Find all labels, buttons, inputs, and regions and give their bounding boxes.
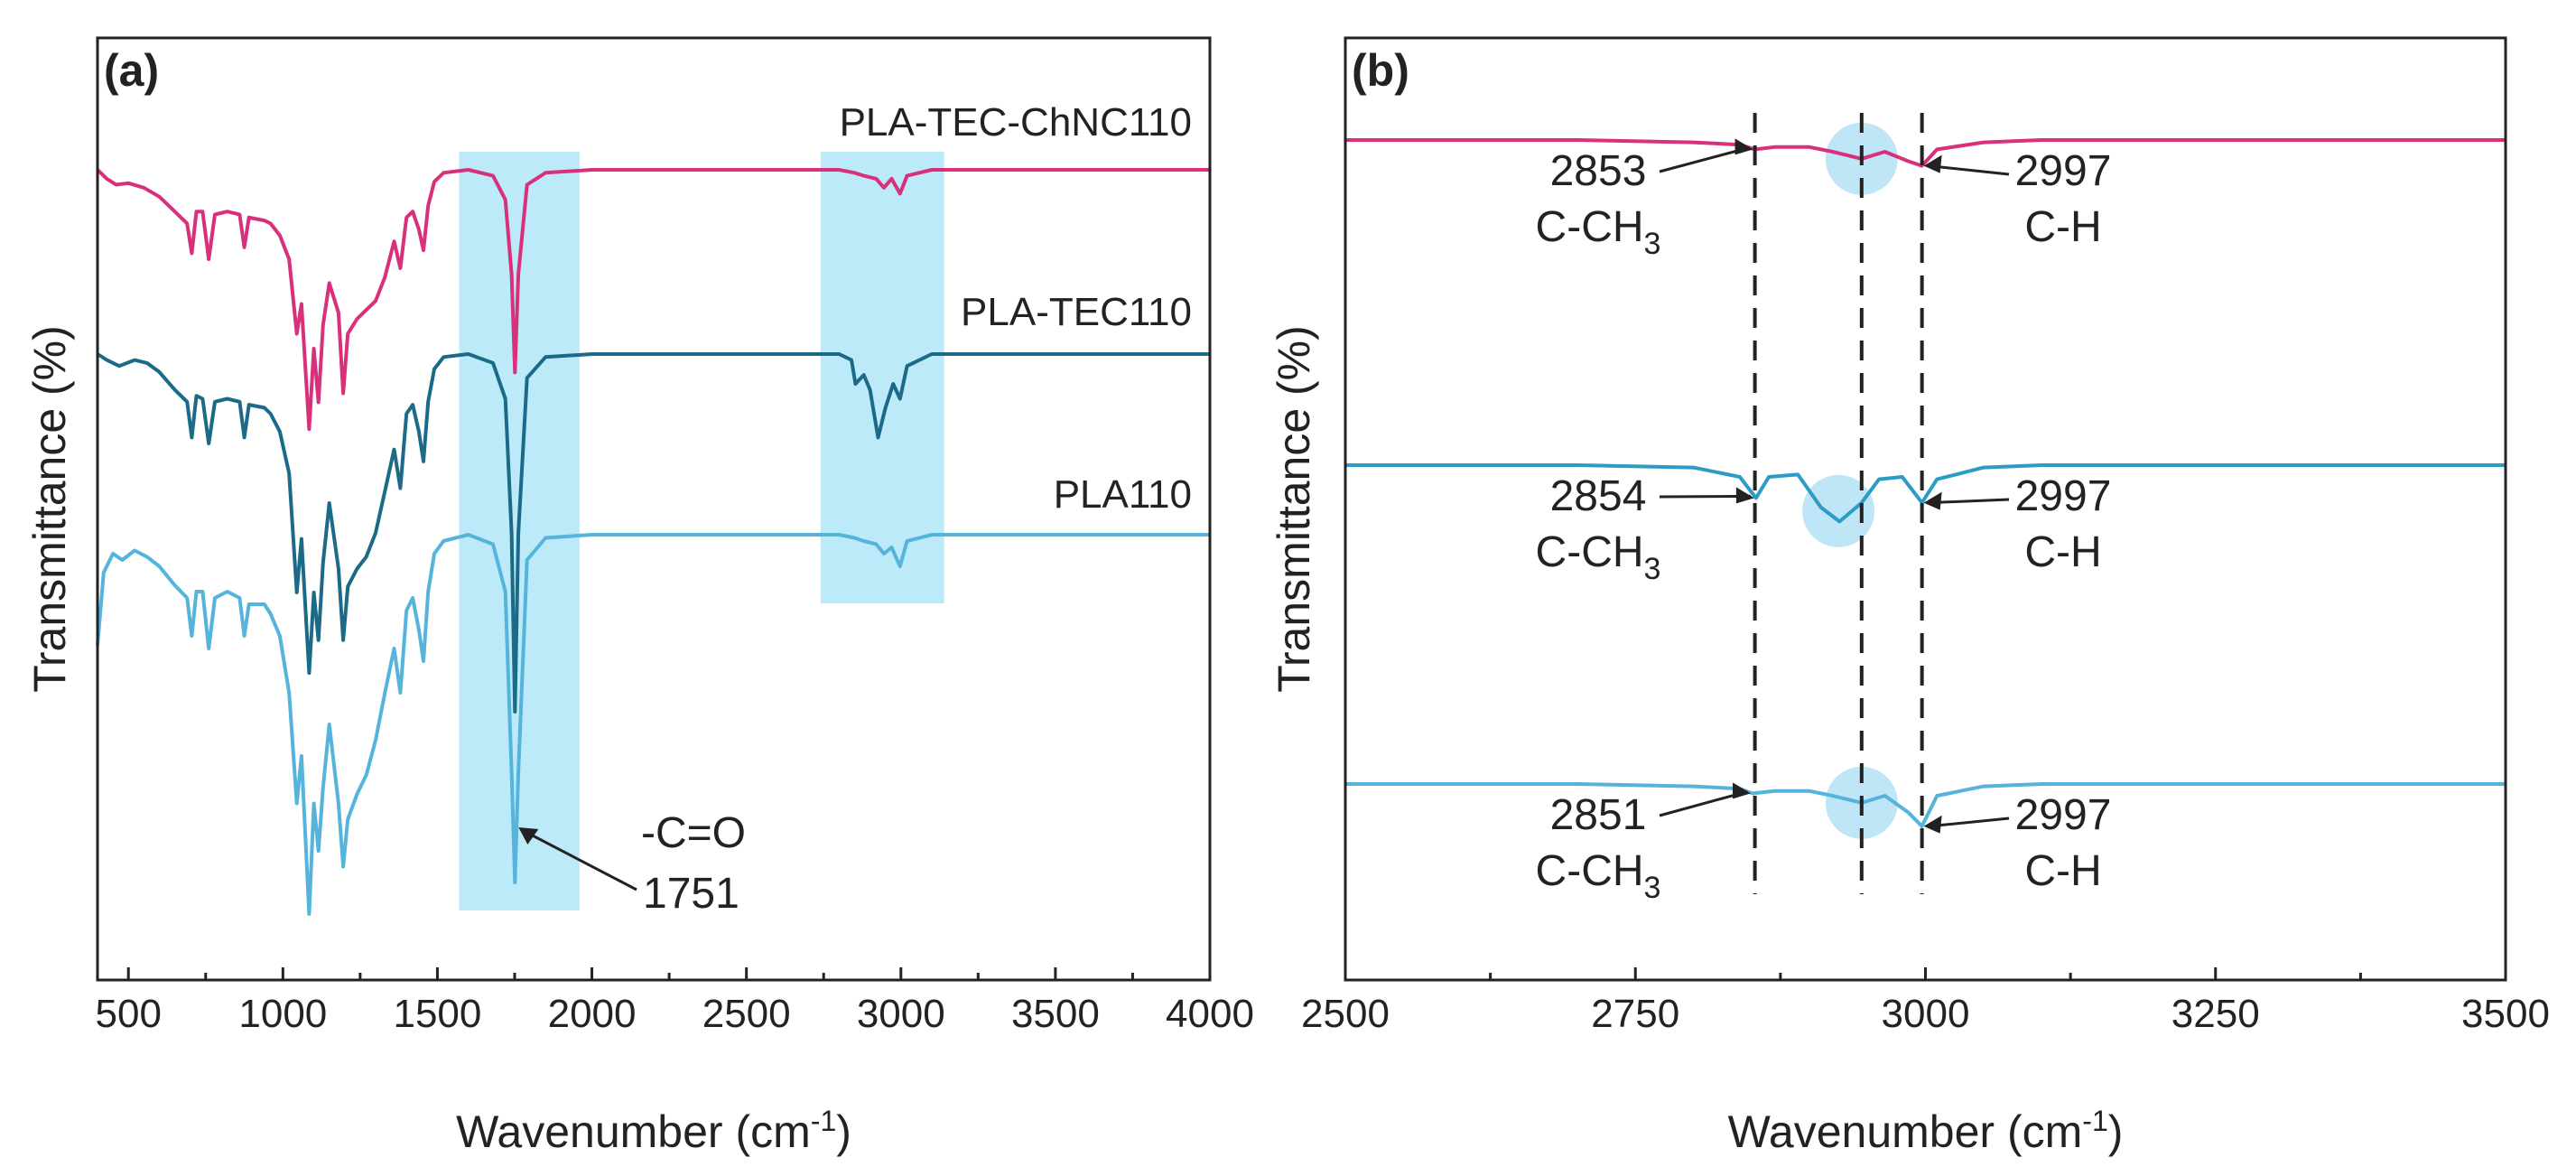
series-label-3: PLA110 [1054, 472, 1192, 517]
peak-right-arrowhead [1923, 815, 1942, 834]
x-tick-label-b-3250: 3250 [2171, 992, 2260, 1036]
peak-left-arrow [1659, 494, 1751, 499]
series-label-2: PLA-TEC110 [961, 290, 1192, 334]
annotation-arrowhead [518, 827, 539, 845]
x-tick-label-1000: 1000 [238, 992, 327, 1036]
x-tick-label-b-3500: 3500 [2461, 992, 2550, 1036]
x-tick-label-2000: 2000 [548, 992, 637, 1036]
peak-right-arrow [1929, 164, 2010, 176]
peak-left-arrow [1659, 789, 1748, 817]
peak-right-arrow [1929, 498, 2010, 505]
series-line-3 [96, 533, 1210, 916]
series-line-b-1 [1345, 138, 2506, 168]
annotation-carbonyl-wavenumber: 1751 [643, 870, 739, 918]
x-tick-label-b-2750: 2750 [1591, 992, 1679, 1036]
panel-label-b: (b) [1352, 45, 1409, 96]
peak-left-arrowhead [1733, 782, 1752, 799]
highlight-band-2 [820, 152, 944, 603]
x-tick-label-500: 500 [96, 992, 162, 1036]
peak-right-arrowhead [1923, 154, 1942, 173]
peak-right-group: C-H [2024, 528, 2101, 576]
peak-right-arrow [1929, 817, 2010, 828]
series-line-1 [96, 168, 1210, 432]
peak-left-group: C-CH3 [1536, 203, 1661, 261]
series-line-b-2 [1345, 463, 2506, 524]
y-axis-title-b: Transmittance (%) [1269, 325, 1319, 693]
x-tick-label-3500: 3500 [1011, 992, 1100, 1036]
series-label-1: PLA-TEC-ChNC110 [840, 100, 1192, 145]
panel-b-zoomed-spectra: 2853 C-CH3 2997 C-H 2854 C-CH3 2997 C-H 2851 C-CH… [1269, 36, 2550, 1157]
x-tick-label-b-3000: 3000 [1882, 992, 1970, 1036]
series-line-b-3 [1345, 782, 2506, 828]
annotation-arrow [519, 827, 637, 891]
x-tick-label-b-2500: 2500 [1301, 992, 1390, 1036]
x-axis-title: Wavenumber (cm-1) [1728, 1105, 2124, 1157]
panel-label-a: (a) [104, 45, 159, 96]
peak-left-arrow [1659, 145, 1750, 173]
x-tick-label-4000: 4000 [1166, 992, 1254, 1036]
peak-left-group: C-CH3 [1536, 847, 1661, 905]
x-tick-label-2500: 2500 [702, 992, 791, 1036]
peak-right-value: 2997 [2015, 472, 2112, 520]
peak-left-value: 2854 [1550, 472, 1647, 520]
x-tick-label-1500: 1500 [393, 992, 481, 1036]
highlight-circle-2 [1802, 474, 1875, 547]
panel-a-spectra: PLA-TEC-ChNC110 PLA-TEC110 PLA110 -C=O 1751 5… [24, 36, 1254, 1157]
peak-left-arrowhead [1734, 138, 1753, 155]
x-tick-label-3000: 3000 [857, 992, 945, 1036]
peak-left-value: 2853 [1550, 147, 1647, 195]
peak-right-arrowhead [1923, 491, 1942, 510]
x-axis-title: Wavenumber (cm-1) [456, 1105, 851, 1157]
annotation-carbonyl-label: -C=O [641, 809, 746, 857]
peak-right-value: 2997 [2015, 147, 2112, 195]
peak-right-value: 2997 [2015, 791, 2112, 839]
peak-left-group: C-CH3 [1536, 528, 1661, 586]
peak-right-group: C-H [2024, 847, 2101, 895]
peak-left-arrowhead [1735, 487, 1754, 504]
plot-frame-a [96, 36, 1212, 982]
peak-left-value: 2851 [1550, 791, 1647, 839]
series-line-2 [96, 352, 1210, 714]
y-axis-title-a: Transmittance (%) [24, 325, 75, 693]
peak-right-group: C-H [2024, 203, 2101, 251]
